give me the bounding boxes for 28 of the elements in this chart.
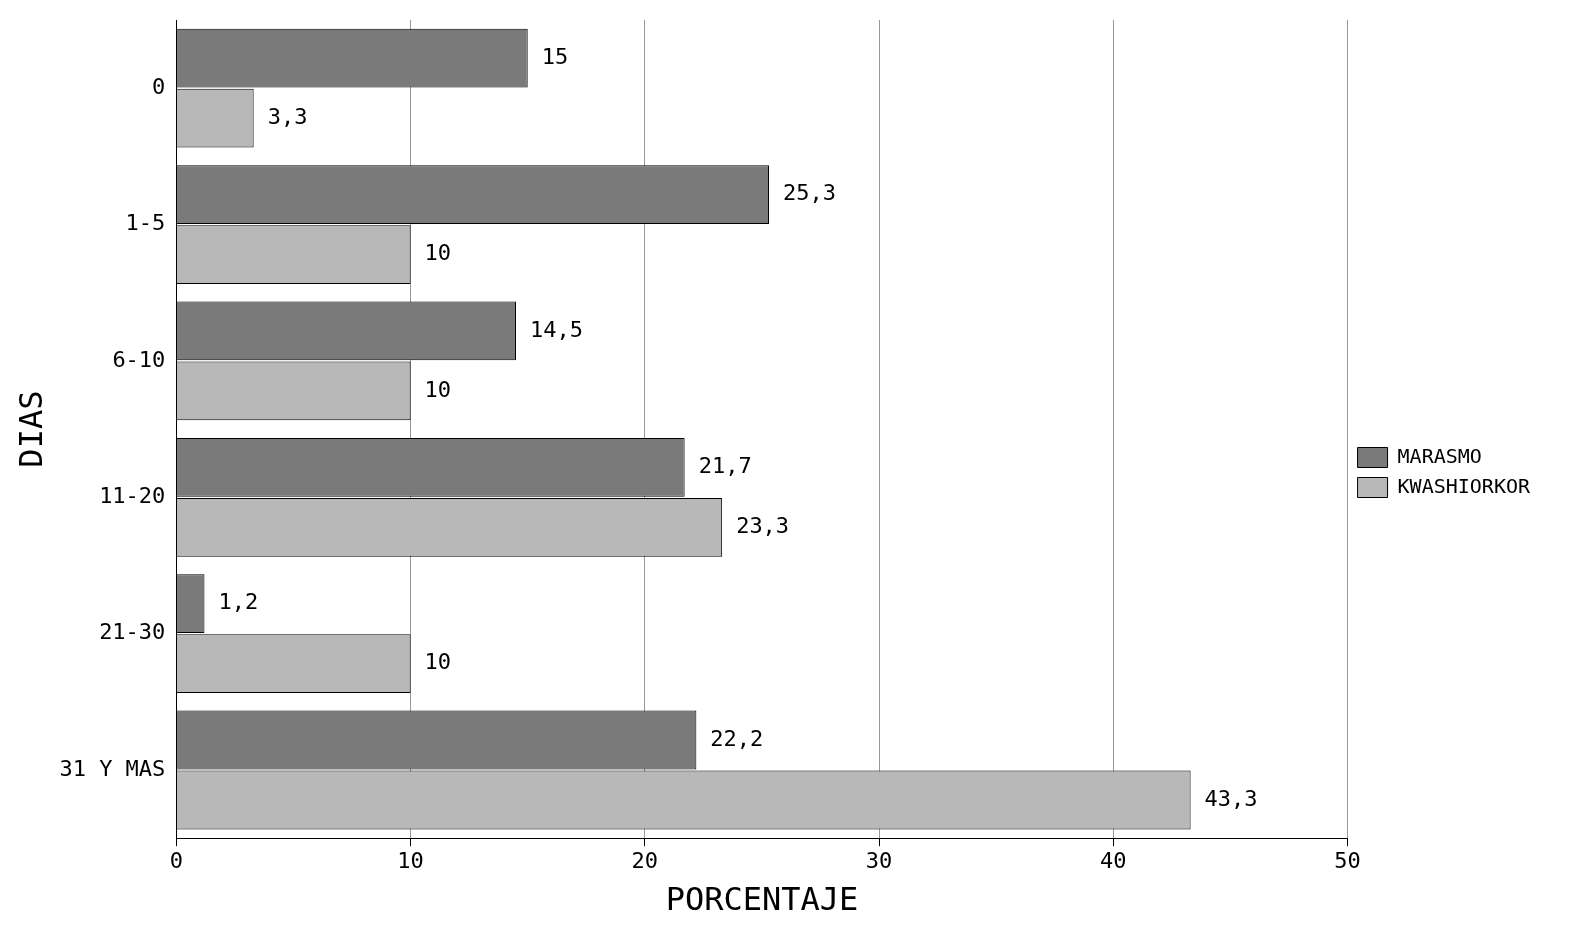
x-tick-label: 40 [1100,848,1127,874]
data-label: 21,7 [698,453,752,478]
data-label: 1,2 [218,589,259,615]
x-tick-label: 30 [865,848,893,874]
y-tick-label: 11-20 [99,483,166,508]
y-tick-label: 0 [152,73,166,99]
data-label: 22,2 [710,725,764,751]
data-label: 14,5 [530,316,583,342]
data-label: 3,3 [267,103,308,129]
data-label: 43,3 [1204,785,1258,811]
data-label: 10 [424,376,452,402]
x-axis-title: PORCENTAJE [665,880,859,919]
y-tick-label: 31 Y MAS [59,755,166,781]
x-tick-label: 0 [169,848,183,874]
x-tick-label: 20 [631,848,659,874]
data-label: 23,3 [736,513,790,538]
y-tick-label: 6-10 [112,346,166,372]
data-label: 10 [424,240,452,266]
legend-label: MARASMO [1397,443,1482,468]
y-tick-label: 1-5 [125,210,166,236]
data-label: 25,3 [782,180,836,206]
data-label: 10 [424,649,452,675]
data-label: 15 [541,43,569,69]
x-tick-label: 50 [1334,848,1361,874]
legend-label: KWASHIORKOR [1397,473,1531,498]
y-axis-title: DIAS [11,390,50,468]
y-tick-label: 21-30 [99,619,166,645]
x-tick-label: 10 [397,848,424,874]
